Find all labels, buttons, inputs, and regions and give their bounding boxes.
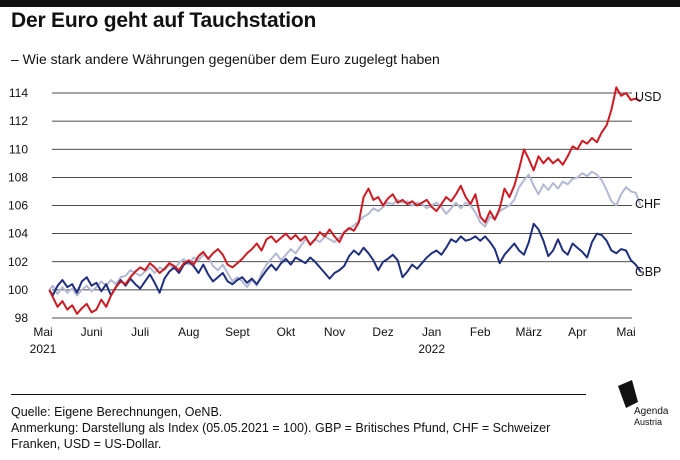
x-tick-label: Okt xyxy=(277,325,296,339)
series-label-gbp: GBP xyxy=(635,265,661,279)
x-tick-label: Sept xyxy=(225,325,250,339)
x-axis: Mai 2021 Juni Juli Aug Sept Okt Nov Dez Jan 2022 Fe… xyxy=(30,325,636,356)
y-tick-label: 98 xyxy=(15,311,29,325)
x-tick-year: 2022 xyxy=(418,342,445,356)
series-lines xyxy=(48,86,642,315)
grid-lines xyxy=(52,92,632,319)
y-tick-label: 102 xyxy=(8,255,28,269)
x-tick-label: Juli xyxy=(131,325,149,339)
series-line-usd xyxy=(48,86,642,315)
x-tick-label: März xyxy=(515,325,542,339)
page-subtitle: – Wie stark andere Währungen gegenüber d… xyxy=(11,51,440,67)
x-tick-label: Aug xyxy=(178,325,199,339)
note-text: Anmerkung: Darstellung als Index (05.05.… xyxy=(11,421,551,451)
x-tick-label: Jan xyxy=(422,325,441,339)
series-line-gbp xyxy=(48,222,642,297)
y-tick-label: 106 xyxy=(8,199,28,213)
y-axis: 98 100 102 104 106 108 110 112 114 xyxy=(8,86,28,325)
x-tick-label: Mai xyxy=(33,325,52,339)
x-tick-year: 2021 xyxy=(30,342,57,356)
logo-line1: Agenda xyxy=(634,406,669,417)
y-tick-label: 112 xyxy=(9,114,28,128)
source-text: Quelle: Eigene Berechnungen, OeNB. xyxy=(11,405,223,419)
x-tick-label: Feb xyxy=(470,325,491,339)
y-tick-label: 108 xyxy=(8,170,28,184)
page-title: Der Euro geht auf Tauchstation xyxy=(11,9,317,32)
series-labels: CHF GBP USD xyxy=(635,90,661,279)
y-tick-label: 114 xyxy=(9,86,28,100)
y-tick-label: 110 xyxy=(9,142,28,156)
x-tick-label: Nov xyxy=(324,325,345,339)
currency-line-chart: 98 100 102 104 106 108 110 112 114 Mai 2021 Juni Ju… xyxy=(8,86,661,356)
x-tick-label: Mai xyxy=(616,325,635,339)
agenda-austria-logo-icon xyxy=(618,380,638,408)
top-rule xyxy=(0,0,680,7)
series-label-chf: CHF xyxy=(635,197,661,211)
series-label-usd: USD xyxy=(635,90,661,104)
footer-divider xyxy=(11,394,586,395)
x-tick-label: Apr xyxy=(568,325,587,339)
x-tick-label: Dez xyxy=(372,325,393,339)
y-tick-label: 104 xyxy=(8,227,28,241)
logo-text: Agenda Austria xyxy=(634,406,668,428)
y-tick-label: 100 xyxy=(8,283,28,297)
footer: Quelle: Eigene Berechnungen, OeNB. Anmer… xyxy=(11,404,601,452)
logo-line2: Austria xyxy=(634,417,663,427)
x-tick-label: Juni xyxy=(81,325,103,339)
